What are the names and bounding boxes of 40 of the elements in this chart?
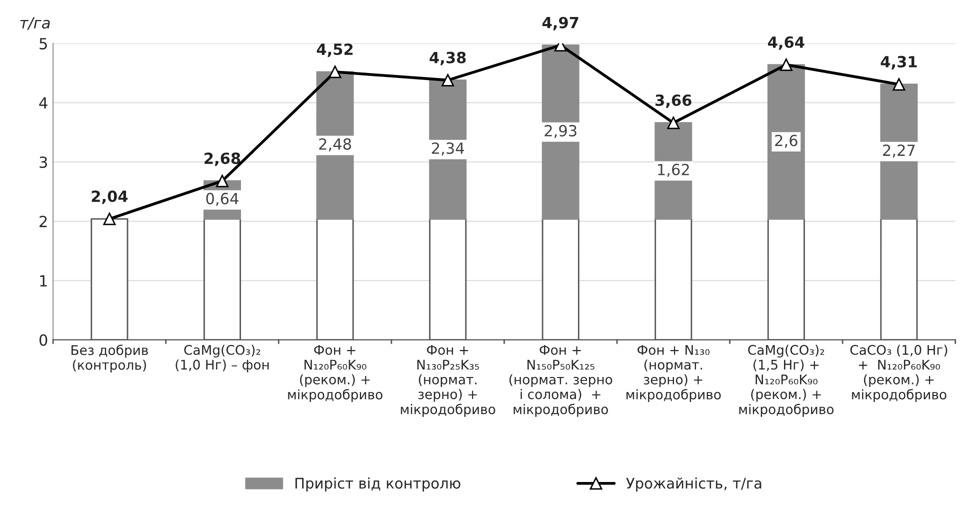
data-label: 2,27 xyxy=(883,144,915,158)
data-label: 2,93 xyxy=(544,124,576,138)
data-label: 4,38 xyxy=(430,52,466,66)
x-tick-label: Фон + N₁₃₀P₂₅K₃₅ (нормат. зерно) + мікродобриво xyxy=(400,345,496,417)
data-label: 2,48 xyxy=(319,138,351,152)
y-tick-label: 5 xyxy=(40,38,47,50)
data-label: 0,64 xyxy=(206,192,238,206)
x-tick-label: Фон + N₁₃₀ (нормат. зерно) + мікродобриво xyxy=(626,345,721,402)
data-label: 2,68 xyxy=(204,152,240,166)
data-label: 2,6 xyxy=(775,134,798,148)
y-tick-label: 2 xyxy=(40,216,47,228)
y-tick-label: 4 xyxy=(39,97,48,109)
x-tick-label: CaMg(CO₃)₂ (1,5 Нг) + N₁₂₀P₆₀K₉₀ (реком.) + мікродобриво xyxy=(739,344,834,417)
x-tick-label: Фон + N₁₅₀P₅₀K₁₂₅ (нормат. зерно і солома) + мікродобриво xyxy=(509,345,612,417)
y-tick-label: 1 xyxy=(40,275,47,286)
data-label: 4,97 xyxy=(542,16,578,30)
y-axis-title: т/га xyxy=(20,17,50,30)
x-tick-label: CaCO₃ (1,0 Нг) + N₁₂₀P₆₀K₉₀ (реком.) + мікродобриво xyxy=(850,344,948,402)
data-label: 4,64 xyxy=(768,36,804,50)
data-label: 4,52 xyxy=(316,43,353,57)
point xyxy=(328,66,342,78)
data-label: 4,31 xyxy=(880,56,917,70)
data-label: 2,04 xyxy=(92,190,128,204)
y-tick-label: 3 xyxy=(40,156,47,168)
data-label: 1,62 xyxy=(658,164,689,177)
data-label: 3,66 xyxy=(656,94,692,108)
y-tick-label: 0 xyxy=(40,334,48,346)
legend-label: Приріст від контролю xyxy=(295,477,460,492)
x-tick-label: Без добрив (контроль) xyxy=(72,344,148,372)
point xyxy=(780,58,792,72)
x-tick-label: CaMg(CO₃)₂ (1,0 Нг) – фон xyxy=(176,344,269,372)
point xyxy=(667,116,680,130)
bar xyxy=(767,64,805,220)
point xyxy=(442,74,454,86)
x-tick-label: Фон + N₁₂₀P₆₀K₉₀ (реком.) + мікродобриво xyxy=(288,345,382,402)
point xyxy=(216,174,228,188)
data-label: 2,34 xyxy=(432,142,464,156)
point xyxy=(103,212,116,226)
legend-label: Урожайність, т/га xyxy=(626,477,762,492)
point xyxy=(892,78,906,91)
